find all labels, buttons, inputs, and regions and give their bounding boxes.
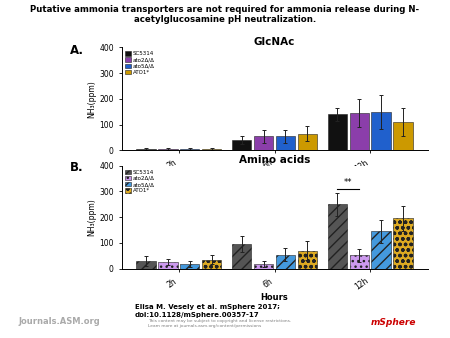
- Text: **: **: [344, 178, 352, 187]
- Text: mSphere: mSphere: [371, 318, 417, 327]
- Y-axis label: NH₃(ppm): NH₃(ppm): [87, 198, 96, 236]
- Bar: [328, 204, 347, 269]
- Legend: SC5314, ato2Δ/Δ, ato5Δ/Δ, ATO1*: SC5314, ato2Δ/Δ, ato5Δ/Δ, ATO1*: [124, 50, 156, 76]
- Bar: [276, 136, 295, 150]
- Bar: [297, 134, 317, 150]
- Bar: [371, 112, 391, 150]
- Bar: [180, 149, 199, 150]
- Bar: [232, 244, 252, 269]
- Bar: [180, 264, 199, 269]
- Text: Journals.ASM.org: Journals.ASM.org: [18, 317, 100, 327]
- Bar: [158, 149, 178, 150]
- Bar: [350, 255, 369, 269]
- X-axis label: Hours: Hours: [261, 293, 288, 303]
- Title: GlcNAc: GlcNAc: [254, 37, 295, 47]
- Bar: [297, 251, 317, 269]
- Bar: [254, 264, 273, 269]
- Text: Elisa M. Vesely et al. mSphere 2017;: Elisa M. Vesely et al. mSphere 2017;: [135, 304, 280, 310]
- Text: Putative ammonia transporters are not required for ammonia release during N-
ace: Putative ammonia transporters are not re…: [31, 5, 419, 24]
- X-axis label: Hours: Hours: [261, 175, 288, 184]
- Bar: [393, 218, 413, 269]
- Bar: [371, 231, 391, 269]
- Bar: [136, 261, 156, 269]
- Bar: [202, 149, 221, 150]
- Bar: [328, 114, 347, 150]
- Bar: [158, 262, 178, 269]
- Title: Amino acids: Amino acids: [239, 155, 310, 165]
- Bar: [276, 255, 295, 269]
- Bar: [202, 260, 221, 269]
- Legend: SC5314, ato2Δ/Δ, ato5Δ/Δ, ATO1*: SC5314, ato2Δ/Δ, ato5Δ/Δ, ATO1*: [124, 168, 156, 194]
- Text: A.: A.: [70, 44, 84, 57]
- Bar: [136, 149, 156, 150]
- Bar: [350, 113, 369, 150]
- Text: This content may be subject to copyright and license restrictions.
Learn more at: This content may be subject to copyright…: [148, 319, 292, 328]
- Text: B.: B.: [70, 161, 83, 173]
- Text: doi:10.1128/mSphere.00357-17: doi:10.1128/mSphere.00357-17: [135, 312, 260, 318]
- Bar: [232, 140, 252, 150]
- Y-axis label: NH₃(ppm): NH₃(ppm): [87, 80, 96, 118]
- Bar: [393, 122, 413, 150]
- Bar: [254, 136, 273, 150]
